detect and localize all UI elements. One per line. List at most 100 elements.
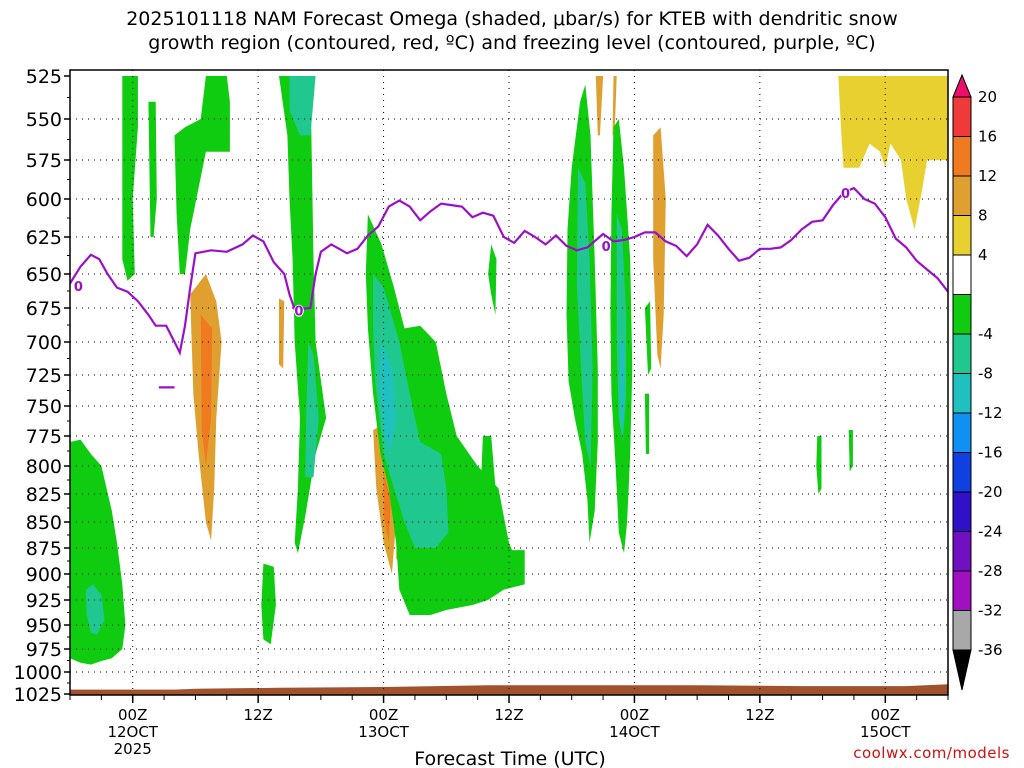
colorbar-box-5	[952, 294, 972, 335]
y-tick-label-600: 600	[26, 189, 62, 211]
x-tick-date-6: 12OCT	[107, 723, 158, 741]
x-tick-year-6: 2025	[114, 740, 152, 758]
omega-region-2	[122, 76, 138, 281]
colorbar-box-8	[952, 412, 972, 453]
omega-shading	[70, 76, 948, 695]
freezing-level-line	[70, 186, 948, 356]
y-tick-label-775: 775	[26, 426, 62, 448]
freezing-label-bg-3	[840, 186, 851, 199]
omega-region-22	[576, 167, 593, 467]
omega-region-11	[261, 563, 276, 645]
colorbar-box-10	[952, 491, 972, 532]
x-tick-date-54: 14OCT	[609, 723, 660, 741]
credit: coolwx.com/models	[853, 744, 1010, 762]
y-tick-label-800: 800	[26, 456, 62, 478]
freezing-level-label-1: 0	[294, 305, 303, 320]
omega-region-13	[383, 471, 391, 543]
colorbar: 20 16 12 8 4 -4 -8 -12 -16 -20 -24 -28 -32 -36	[952, 73, 1003, 691]
y-tick-label-725: 725	[26, 365, 62, 387]
omega-region-17	[373, 274, 449, 548]
omega-region-32	[838, 76, 948, 230]
colorbar-box-3	[952, 215, 972, 256]
y-tick-label-550: 550	[26, 109, 62, 131]
y-tick-label-850: 850	[26, 512, 62, 534]
colorbar-box-7	[952, 373, 972, 414]
y-tick-label-625: 625	[26, 227, 62, 249]
x-tick-label-30: 00Z	[369, 706, 398, 724]
x-tick-label-78: 00Z	[871, 706, 900, 724]
freezing-level: 0 0 0 0	[70, 186, 948, 389]
y-tick-label-1000: 1000	[14, 662, 62, 684]
omega-region-6	[200, 314, 213, 466]
colorbar-label-6: -8	[978, 365, 993, 383]
y-tick-label-575: 575	[26, 150, 62, 172]
colorbar-box-11	[952, 531, 972, 572]
omega-region-30	[816, 436, 822, 494]
y-tick-label-1025: 1025	[14, 684, 62, 706]
freezing-label-bg-0	[73, 280, 84, 293]
grid	[70, 70, 948, 695]
chart-title-line2: growth region (contoured, red, ºC) and f…	[148, 32, 876, 54]
y-axis: 525 550 575 600 625 650 675 700 725 750 775 800 825 8…	[14, 66, 70, 706]
colorbar-label-8: -16	[978, 444, 1003, 462]
colorbar-box-13	[952, 610, 972, 651]
colorbar-box-0	[952, 96, 972, 137]
colorbar-label-2: 12	[978, 167, 997, 185]
x-tick-label-66: 12Z	[745, 706, 774, 724]
omega-region-7	[279, 298, 285, 369]
colorbar-label-7: -12	[978, 404, 1003, 422]
y-tick-label-900: 900	[26, 564, 62, 586]
x-tick-label-18: 12Z	[243, 706, 272, 724]
y-tick-label-825: 825	[26, 484, 62, 506]
y-tick-label-675: 675	[26, 298, 62, 320]
omega-region-4	[174, 76, 230, 274]
ground-surface	[70, 684, 948, 695]
colorbar-box-2	[952, 175, 972, 216]
colorbar-label-5: -4	[978, 325, 993, 343]
omega-region-10	[305, 342, 319, 478]
colorbar-label-1: 16	[978, 128, 997, 146]
omega-region-19	[488, 244, 497, 315]
freezing-label-bg-1	[293, 304, 304, 317]
y-tick-label-525: 525	[26, 66, 62, 88]
y-tick-label-750: 750	[26, 396, 62, 418]
colorbar-box-9	[952, 452, 972, 493]
omega-region-28	[644, 301, 652, 375]
x-tick-label-54: 00Z	[620, 706, 649, 724]
freezing-label-bg-2	[601, 239, 612, 252]
x-axis-label: Forecast Time (UTC)	[414, 748, 605, 768]
omega-region-31	[848, 430, 853, 472]
colorbar-label-0: 20	[978, 88, 997, 106]
colorbar-label-10: -24	[978, 523, 1003, 541]
x-tick-label-6: 00Z	[118, 706, 147, 724]
colorbar-box-4	[952, 254, 972, 295]
y-tick-label-950: 950	[26, 615, 62, 637]
colorbar-label-3: 8	[978, 207, 988, 225]
colorbar-top-arrow	[952, 73, 972, 98]
y-tick-label-650: 650	[26, 264, 62, 286]
y-tick-label-875: 875	[26, 538, 62, 560]
freezing-level-label-0: 0	[74, 280, 83, 295]
x-tick-date-30: 13OCT	[358, 723, 409, 741]
freezing-level-label-2: 0	[602, 240, 611, 255]
colorbar-label-4: 4	[978, 246, 988, 264]
omega-region-9	[289, 76, 316, 136]
colorbar-label-9: -20	[978, 483, 1003, 501]
omega-region-26	[619, 342, 624, 430]
omega-region-27	[653, 127, 666, 369]
colorbar-box-12	[952, 570, 972, 611]
colorbar-bottom-arrow	[952, 649, 972, 691]
colorbar-label-13: -36	[978, 641, 1003, 659]
y-tick-label-925: 925	[26, 590, 62, 612]
omega-region-0	[70, 439, 126, 665]
omega-region-16	[480, 436, 497, 559]
x-tick-label-42: 12Z	[494, 706, 523, 724]
omega-region-29	[644, 393, 650, 454]
chart-title-line1: 2025101118 NAM Forecast Omega (shaded, μ…	[126, 8, 898, 30]
omega-region-3	[148, 101, 157, 237]
x-tick-date-78: 15OCT	[860, 723, 911, 741]
colorbar-label-12: -32	[978, 602, 1003, 620]
omega-region-1	[85, 584, 105, 635]
